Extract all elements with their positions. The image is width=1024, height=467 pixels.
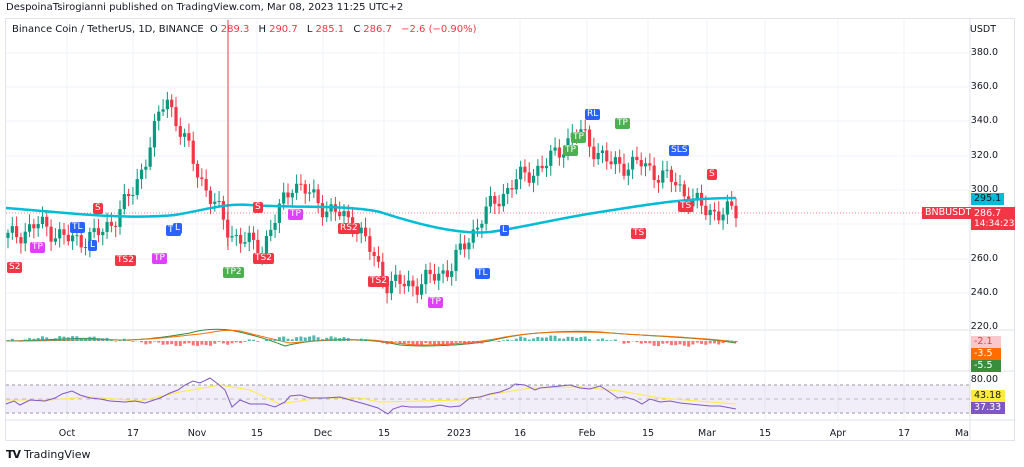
signal-label: SLS (669, 145, 690, 156)
price-tick: 260.0 (970, 253, 998, 264)
signal-label: TP (563, 145, 578, 156)
tv-logo-icon: TV (6, 448, 21, 461)
rsi-ma-tag: 43.18 (971, 390, 1005, 402)
grid (6, 20, 970, 420)
price-tick: 240.0 (970, 287, 998, 298)
last-price-tag: 286.7 14:34:23 (971, 207, 1015, 230)
publisher-line: DespoinaTsirogianni published on Trading… (6, 2, 404, 13)
time-tick: Nov (187, 428, 207, 439)
time-tick: Oct (58, 428, 76, 439)
rsi-top-tick: 80.00 (970, 374, 998, 385)
macd-signal-tag: -3.5 (971, 348, 1001, 360)
currency-label: USDT (969, 24, 996, 35)
signal-label: TS2 (368, 276, 389, 287)
symbol-tag: BNBUSDT (922, 207, 975, 219)
macd-hist-tag: -2.1 (971, 336, 1001, 348)
signal-label: L (88, 240, 98, 251)
signal-label: L (500, 225, 510, 236)
countdown: 14:34:23 (974, 219, 1015, 229)
signal-label: TS2 (115, 255, 136, 266)
open-value: O 289.3 (209, 24, 250, 35)
signal-label: TL (70, 222, 85, 233)
signal-label: RL (585, 109, 601, 120)
price-tick: 380.0 (970, 47, 998, 58)
chart-legend: Binance Coin / TetherUS, 1D, BINANCE O 28… (12, 24, 480, 35)
time-tick: Ma (954, 428, 970, 439)
time-tick: 17 (126, 428, 140, 439)
high-value: H 290.7 (258, 24, 298, 35)
macd-line-tag: -5.5 (971, 360, 1001, 372)
signal-label: TP (152, 253, 167, 264)
candle-series (6, 91, 738, 304)
time-tick: Mar (698, 428, 716, 439)
price-tick: 360.0 (970, 81, 998, 92)
time-tick: 16 (513, 428, 527, 439)
signal-label: L (173, 223, 183, 234)
time-tick: 17 (897, 428, 911, 439)
close-value: C 286.7 (353, 24, 392, 35)
moving-average-line (5, 196, 737, 234)
price-tick: 300.0 (970, 184, 998, 195)
signal-label: RS2 (338, 223, 360, 234)
ma-value-tag: 295.1 (971, 193, 1005, 205)
rsi-pane (5, 377, 970, 415)
signal-label: TS (678, 201, 694, 212)
rsi-tag: 37.33 (971, 402, 1005, 414)
price-tick: 220.0 (970, 321, 998, 332)
signal-label: TP2 (223, 267, 244, 278)
change-value: −2.6 (−0.90%) (401, 24, 477, 35)
tradingview-logo[interactable]: TV TradingView (6, 448, 91, 461)
signal-label: S (93, 203, 103, 214)
time-tick: 2023 (446, 428, 472, 439)
time-tick: Apr (829, 428, 847, 439)
signal-label: TP (615, 118, 630, 129)
signal-label: TP (288, 209, 303, 220)
signal-label: S2 (7, 262, 23, 273)
time-tick: Dec (313, 428, 333, 439)
signal-label: TP (571, 132, 586, 143)
price-tick: 340.0 (970, 115, 998, 126)
signal-label: TS2 (253, 253, 274, 264)
time-tick: 15 (641, 428, 655, 439)
low-value: L 285.1 (306, 24, 345, 35)
time-tick: 15 (377, 428, 391, 439)
time-tick: Feb (578, 428, 596, 439)
time-tick: 15 (758, 428, 772, 439)
signal-label: TP (30, 242, 45, 253)
symbol-title: Binance Coin / TetherUS, 1D, BINANCE (12, 24, 204, 35)
signal-label: S (707, 169, 717, 180)
macd-pane (5, 328, 738, 347)
price-tick: 320.0 (970, 150, 998, 161)
signal-label: TS (631, 228, 647, 239)
signal-label: TL (475, 268, 490, 279)
signal-label: TP (428, 297, 443, 308)
time-tick: 15 (250, 428, 264, 439)
signal-label: S (253, 202, 263, 213)
